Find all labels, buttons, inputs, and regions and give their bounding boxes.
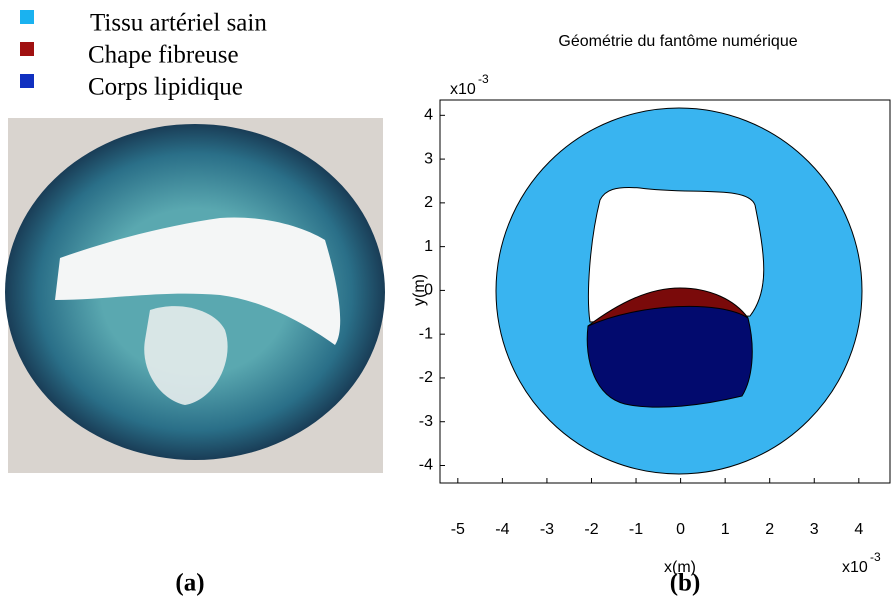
x-tick-label: -5 [451, 521, 465, 538]
x-tick-label: -2 [584, 521, 598, 538]
legend-label: Chape fibreuse [88, 42, 239, 69]
y-axis-label: y(m) [411, 274, 428, 306]
legend-swatch [20, 42, 34, 56]
legend-label: Tissu artériel sain [90, 10, 267, 37]
x-axis-label: x(m) [664, 559, 696, 576]
y-tick-label: -1 [419, 325, 433, 342]
y-tick-label: 3 [424, 150, 433, 167]
y-tick-label: -3 [419, 413, 433, 430]
x-tick-label: 4 [854, 521, 863, 538]
x-tick-label: 3 [810, 521, 819, 538]
chart-title: Géométrie du fantôme numérique [558, 33, 797, 50]
legend-swatch [20, 10, 34, 24]
y-tick-label: -2 [419, 369, 433, 386]
x-tick-label: 0 [676, 521, 685, 538]
y-tick-label: 0 [424, 282, 433, 299]
legend-label: Corps lipidique [88, 74, 243, 101]
histology-image [5, 118, 385, 473]
legend-swatch [20, 74, 34, 88]
panel-label: (a) [175, 570, 204, 597]
x-tick-label: 1 [721, 521, 730, 538]
phantom-geometry [495, 107, 863, 475]
panel-label: (b) [670, 570, 701, 597]
y-tick-label: 4 [424, 107, 433, 124]
y-offset-base: x10 [450, 81, 476, 98]
x-tick-label: -3 [540, 521, 554, 538]
x-offset-base: x10 [842, 559, 868, 576]
x-offset-exp: -3 [870, 550, 881, 564]
x-tick-label: -1 [629, 521, 643, 538]
y-tick-label: 1 [424, 238, 433, 255]
y-offset-exp: -3 [478, 72, 489, 86]
x-tick-label: 2 [765, 521, 774, 538]
x-tick-label: -4 [495, 521, 509, 538]
y-tick-label: 2 [424, 194, 433, 211]
y-tick-label: -4 [419, 457, 433, 474]
